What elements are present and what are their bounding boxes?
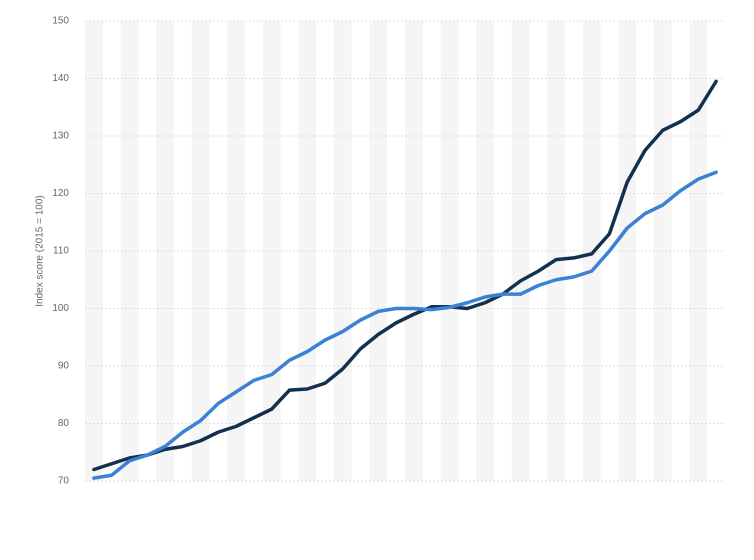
background-band [582, 21, 601, 481]
y-tick-label: 150 [52, 16, 69, 27]
background-band [227, 21, 245, 481]
series-line [92, 170, 718, 480]
y-tick-label: 120 [52, 188, 69, 199]
y-tick-label: 130 [52, 131, 69, 142]
y-tick-label: 110 [53, 246, 69, 257]
series-line [92, 79, 718, 472]
y-tick-label: 140 [52, 73, 69, 84]
y-tick-label: 100 [52, 303, 69, 314]
y-tick-label: 70 [58, 476, 70, 487]
y-tick-label: 90 [58, 361, 70, 372]
background-band [262, 21, 281, 481]
y-axis-label: Index score (2015 = 100) [35, 195, 46, 306]
y-tick-label: 80 [58, 418, 70, 429]
background-band [547, 21, 565, 481]
